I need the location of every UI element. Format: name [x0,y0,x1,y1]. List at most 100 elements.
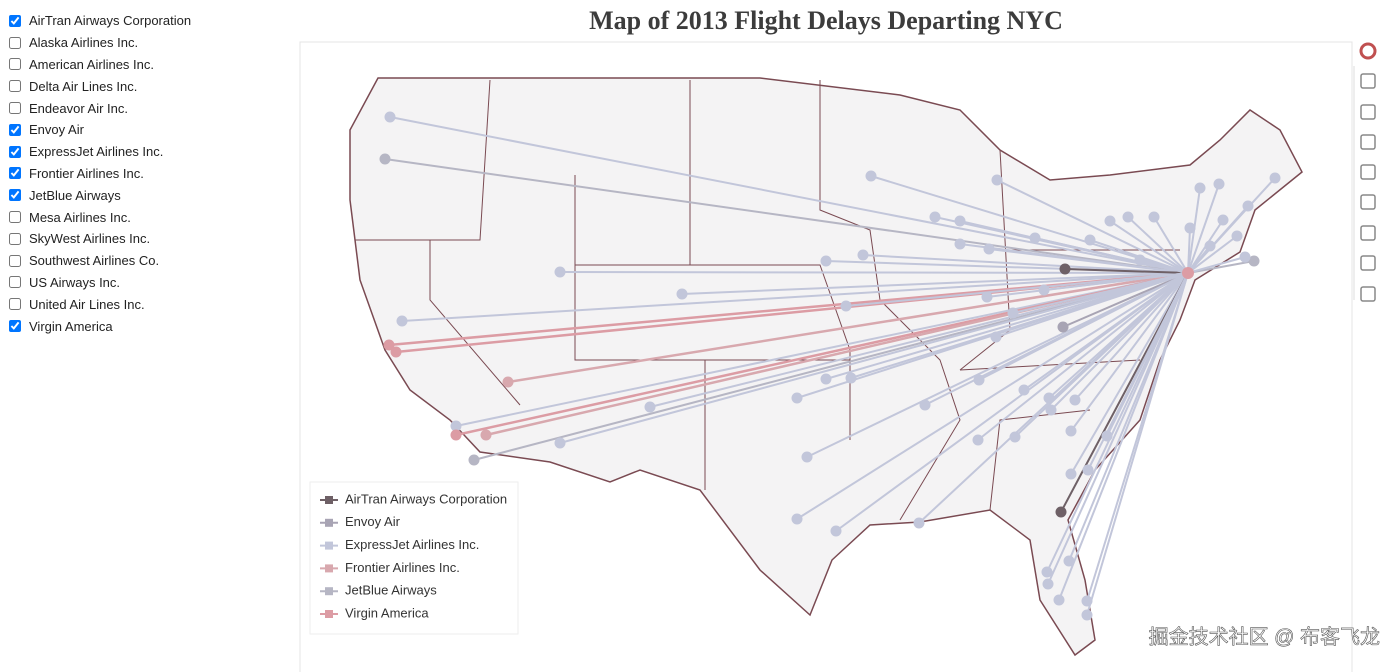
tool-button[interactable] [1360,194,1376,210]
destination-dot [396,315,408,327]
destination-dot [450,420,462,432]
checkbox[interactable] [9,14,21,27]
checkbox[interactable] [9,211,21,224]
airline-label: Delta Air Lines Inc. [29,78,138,94]
airline-option[interactable]: Southwest Airlines Co. [8,250,191,272]
checkbox[interactable] [9,167,21,180]
destination-dot [1084,234,1096,246]
destination-dot [1053,594,1065,606]
tool-button[interactable] [1360,225,1376,241]
tool-button[interactable] [1360,286,1376,302]
destination-dot [390,346,402,358]
airline-option[interactable]: ExpressJet Airlines Inc. [8,141,191,163]
destination-dot [791,392,803,404]
checkbox[interactable] [9,123,21,136]
destination-dot [1217,214,1229,226]
tool-button[interactable] [1360,255,1376,271]
checkbox[interactable] [9,254,21,267]
route-line [1012,272,1189,314]
airline-option[interactable]: Delta Air Lines Inc. [8,75,191,97]
destination-dot [1041,566,1053,578]
destination-dot [554,266,566,278]
destination-dot [1009,431,1021,443]
bokeh-logo [1359,42,1377,60]
route-line [1070,272,1189,432]
legend-swatch [325,496,333,504]
destination-dot [801,451,813,463]
destination-dot [791,513,803,525]
airline-option[interactable]: Endeavor Air Inc. [8,97,191,119]
destination-dot [1007,307,1019,319]
destination-dot [1082,464,1094,476]
route-line [1023,272,1189,391]
tool-button[interactable] [1360,73,1376,89]
airline-label: Frontier Airlines Inc. [29,165,144,181]
route-line [559,271,1189,274]
route-line [825,272,1189,380]
route-line [870,175,1189,274]
route-line [1062,272,1189,328]
destination-dot [1148,211,1160,223]
checkbox[interactable] [9,36,21,49]
destination-dot [1213,178,1225,190]
destination-dot [1057,321,1069,333]
airline-option[interactable]: JetBlue Airways [8,184,191,206]
destination-dot [676,288,688,300]
destination-dot [1122,211,1134,223]
airline-option[interactable]: Virgin America [8,315,191,337]
checkbox[interactable] [9,58,21,71]
destination-dot [1269,172,1281,184]
airline-option[interactable]: SkyWest Airlines Inc. [8,228,191,250]
route-line [649,272,1189,408]
destination-dot [1104,215,1116,227]
origin-dot [1182,267,1194,279]
airline-option[interactable]: Envoy Air [8,119,191,141]
airline-option[interactable]: American Airlines Inc. [8,54,191,76]
route-line [988,248,1189,274]
tool-button[interactable] [1360,134,1376,150]
airline-option[interactable]: Mesa Airlines Inc. [8,206,191,228]
route-line [796,272,1189,520]
route-line [1187,256,1246,274]
route-line [862,254,1189,274]
destination-dot [929,211,941,223]
airline-label: Mesa Airlines Inc. [29,209,131,225]
route-line [1074,272,1189,401]
airline-option[interactable]: Alaska Airlines Inc. [8,32,191,54]
checkbox[interactable] [9,320,21,333]
checkbox[interactable] [9,145,21,158]
route-line [1034,237,1189,274]
airline-option[interactable]: AirTran Airways Corporation [8,10,191,32]
route-line [995,272,1189,338]
route-line [1187,260,1255,274]
checkbox[interactable] [9,232,21,245]
checkbox[interactable] [9,80,21,93]
tool-button[interactable] [1360,104,1376,120]
route-line [389,116,1189,274]
routes [379,111,1281,621]
destination-dot [973,374,985,386]
route-line [1089,239,1189,274]
route-line [1070,272,1189,475]
route-line [1127,216,1189,274]
airline-option[interactable]: United Air Lines Inc. [8,293,191,315]
checkbox[interactable] [9,189,21,202]
route-line [850,272,1189,379]
route-line [806,272,1189,458]
destination-dot [1059,263,1071,275]
airline-option[interactable]: US Airways Inc. [8,272,191,294]
airline-option[interactable]: Frontier Airlines Inc. [8,163,191,185]
tool-button[interactable] [1360,164,1376,180]
checkbox[interactable] [9,298,21,311]
route-line [1086,272,1189,616]
toolbar [1353,42,1377,302]
destination-dot [384,111,396,123]
destination-dot [820,373,832,385]
map-title: Map of 2013 Flight Delays Departing NYC [589,6,1063,35]
watermark: 掘金技术社区 @ 布客飞龙 [1149,625,1380,648]
checkbox[interactable] [9,276,21,289]
destination-dot [820,255,832,267]
destination-dot [379,153,391,165]
destination-dot [1042,578,1054,590]
checkbox[interactable] [9,102,21,115]
